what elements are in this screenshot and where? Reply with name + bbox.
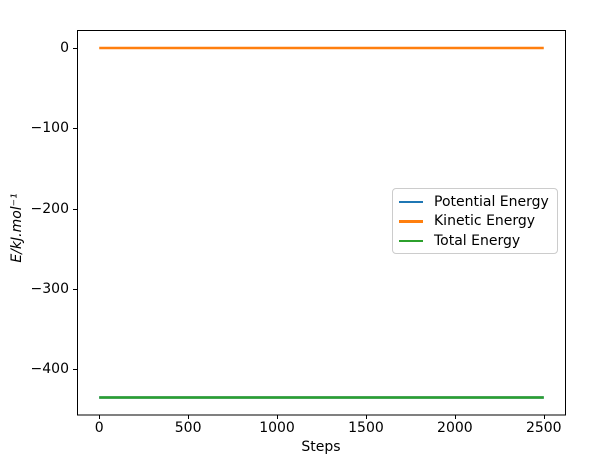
legend-item: Kinetic Energy: [393, 212, 557, 232]
legend-line-sample-total: [399, 239, 423, 242]
x-tick-label: 1500: [348, 420, 384, 436]
x-tick-label: 2500: [525, 420, 562, 436]
legend-line-sample-kinetic: [399, 220, 423, 223]
x-tick-label: 0: [94, 420, 104, 436]
x-axis-label: Steps: [301, 439, 341, 455]
y-tick-label: 0: [60, 39, 69, 56]
y-tick-label: −200: [30, 200, 69, 217]
x-tick-label: 2000: [437, 420, 473, 436]
legend-item: Potential Energy: [393, 192, 557, 212]
y-tick-label: −400: [30, 361, 69, 378]
legend-item: Total Energy: [393, 231, 557, 251]
y-axis-label: E/kJ.mol⁻¹: [9, 193, 25, 263]
y-tick-label: −100: [30, 120, 69, 137]
x-tick-label: 1000: [259, 420, 295, 436]
y-tick-label: −300: [30, 281, 69, 298]
legend: Potential Energy Kinetic Energy Total En…: [392, 188, 558, 254]
legend-line-sample-potential: [399, 200, 423, 203]
legend-label: Kinetic Energy: [434, 213, 536, 230]
x-tick-label: 500: [174, 420, 202, 436]
legend-label: Total Energy: [434, 232, 521, 249]
axes-frame: [77, 30, 566, 416]
legend-label: Potential Energy: [434, 193, 549, 210]
